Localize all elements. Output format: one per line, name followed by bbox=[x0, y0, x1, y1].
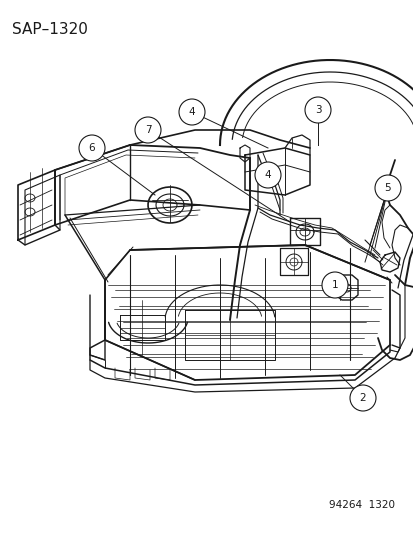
Circle shape bbox=[374, 175, 400, 201]
Circle shape bbox=[178, 99, 204, 125]
Text: 2: 2 bbox=[359, 393, 366, 403]
Text: 1: 1 bbox=[331, 280, 337, 290]
Circle shape bbox=[79, 135, 105, 161]
Text: 4: 4 bbox=[264, 170, 271, 180]
Circle shape bbox=[321, 272, 347, 298]
Circle shape bbox=[349, 385, 375, 411]
Text: 5: 5 bbox=[384, 183, 390, 193]
Text: 3: 3 bbox=[314, 105, 320, 115]
Text: SAP–1320: SAP–1320 bbox=[12, 22, 88, 37]
Circle shape bbox=[135, 117, 161, 143]
Text: 7: 7 bbox=[144, 125, 151, 135]
Text: 94264  1320: 94264 1320 bbox=[328, 500, 394, 510]
Text: 4: 4 bbox=[188, 107, 195, 117]
Text: 6: 6 bbox=[88, 143, 95, 153]
Circle shape bbox=[304, 97, 330, 123]
Circle shape bbox=[254, 162, 280, 188]
